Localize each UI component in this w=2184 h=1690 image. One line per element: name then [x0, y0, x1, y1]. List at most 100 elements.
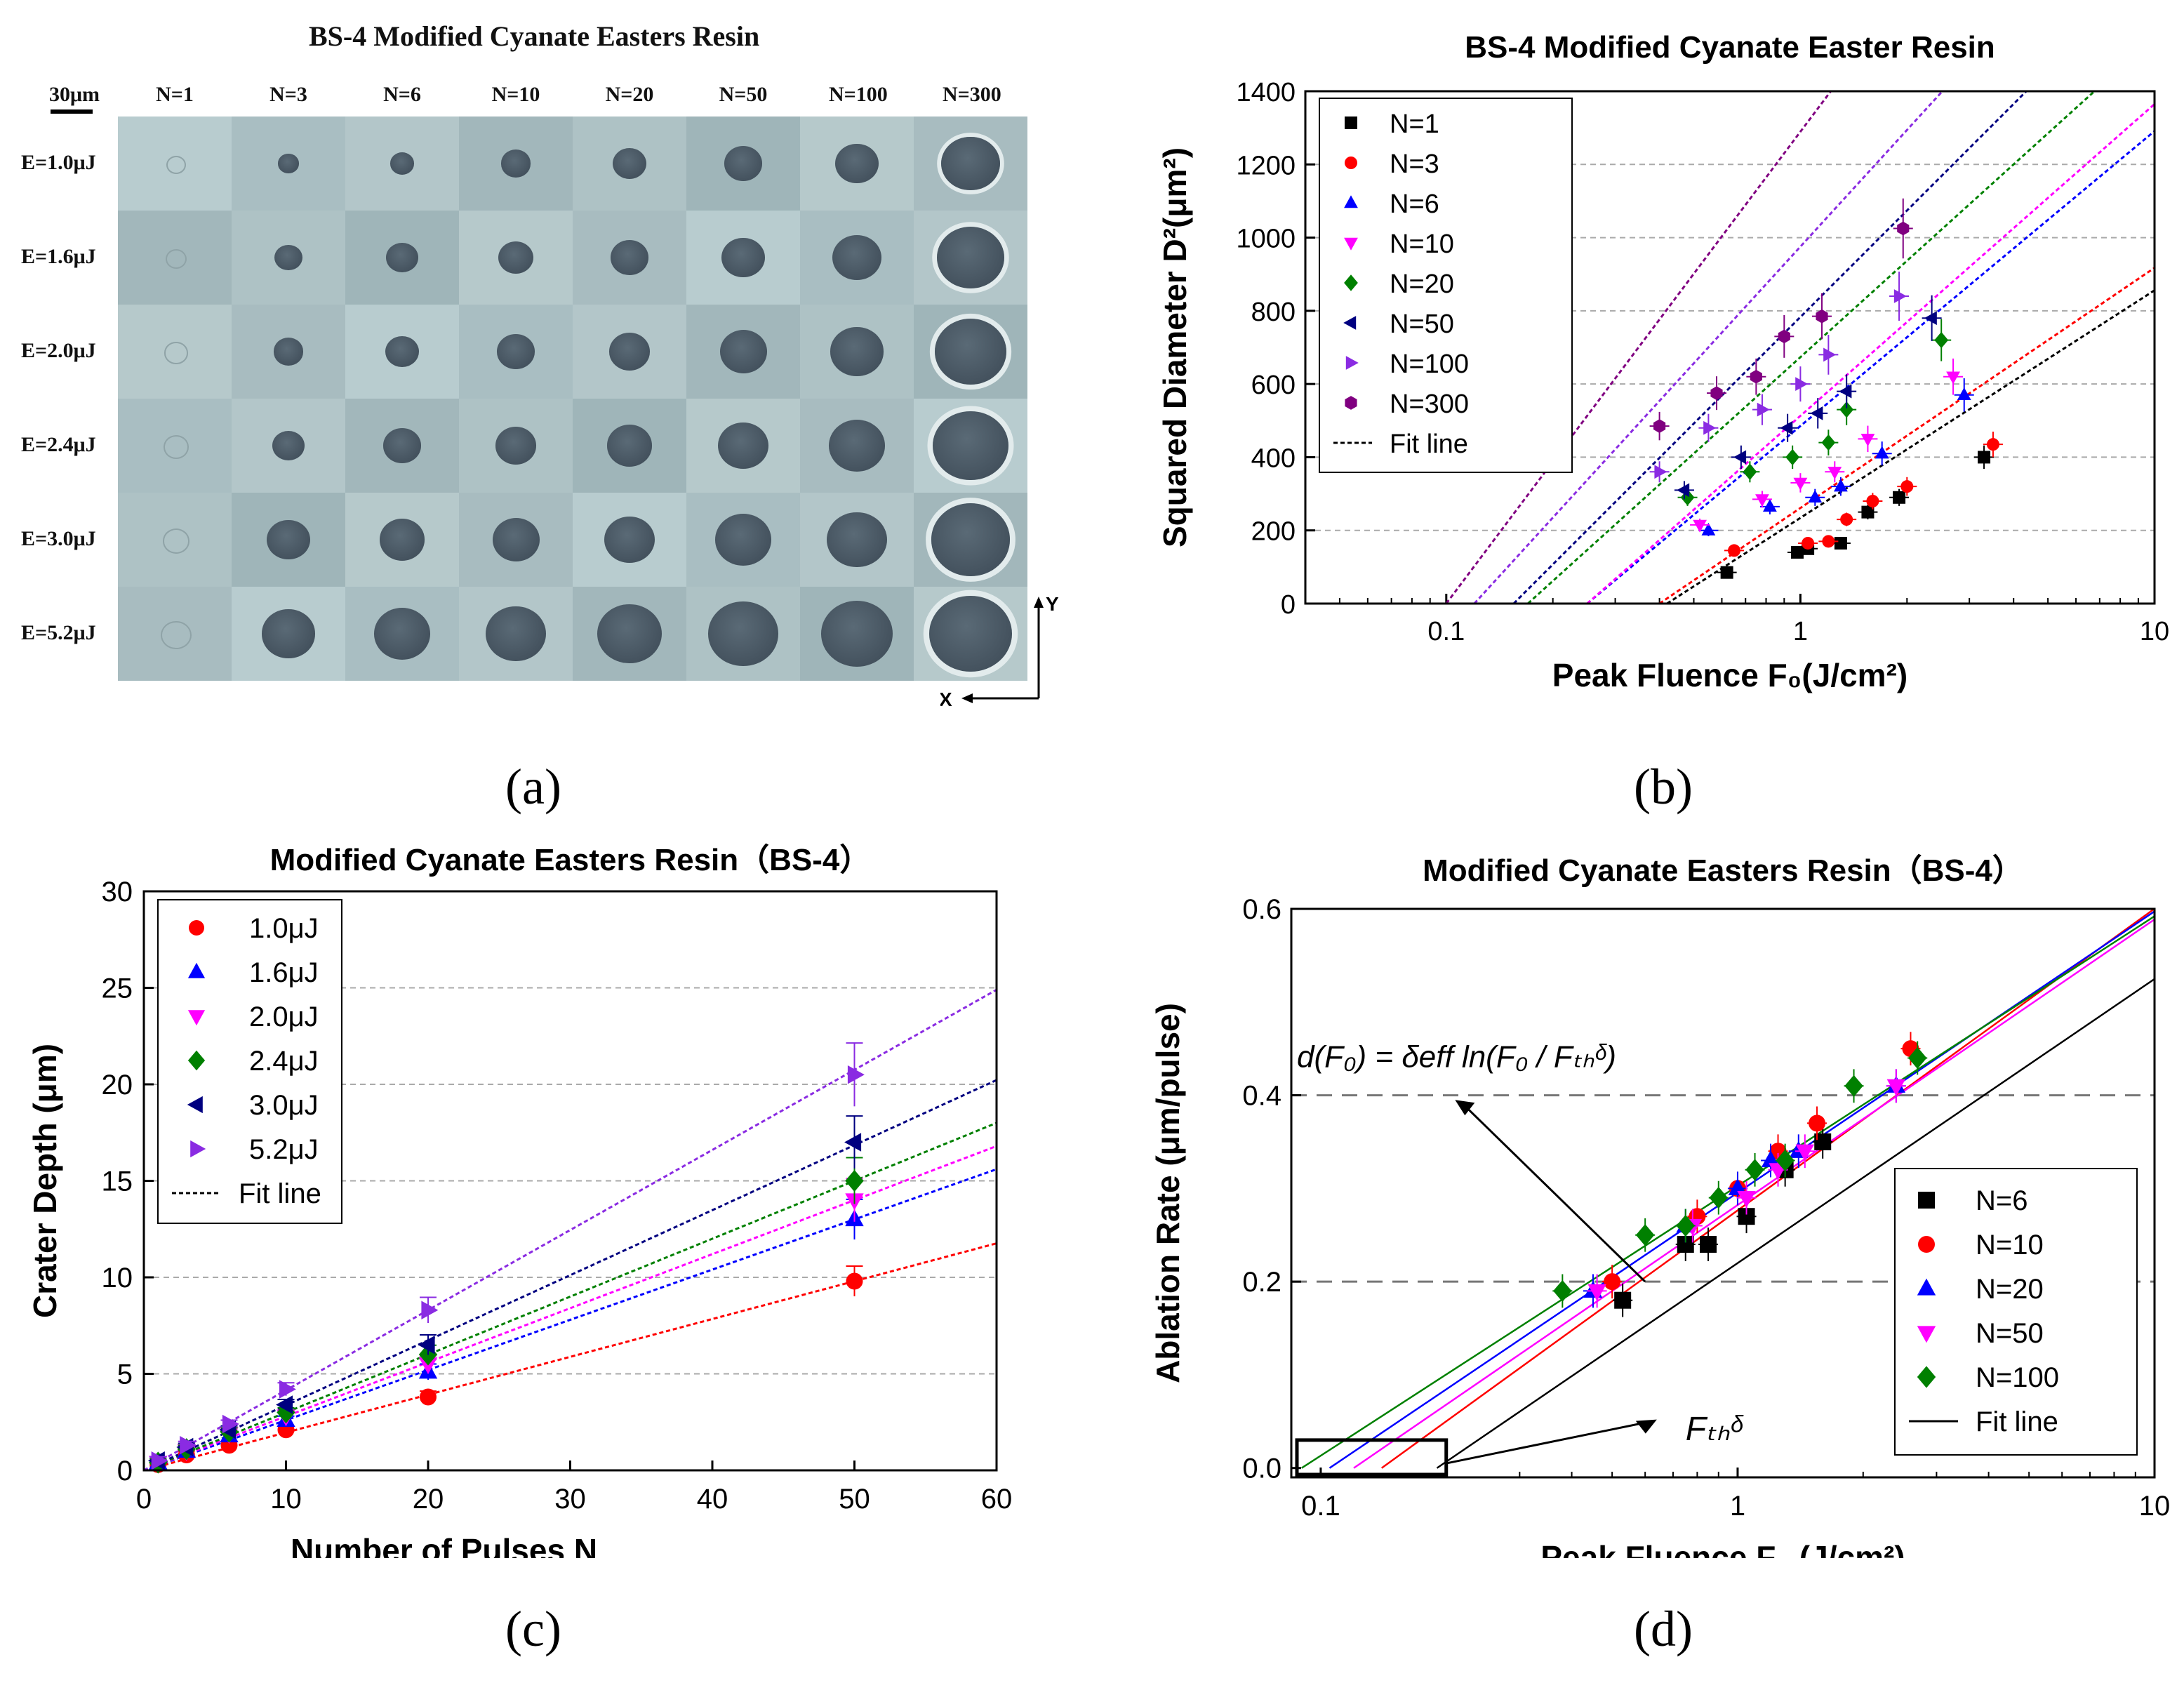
crater [935, 319, 1006, 385]
y-tick-label: 600 [1251, 371, 1296, 400]
crater [389, 152, 415, 175]
row-label: E=1.6μJ [21, 245, 96, 268]
data-point [1710, 386, 1723, 401]
data-point [1986, 438, 1999, 451]
data-point [1946, 371, 1960, 385]
micrograph-cell [686, 493, 800, 587]
y-tick-label: 20 [102, 1070, 133, 1100]
data-point [1720, 566, 1733, 579]
micrograph-cell [800, 211, 914, 305]
y-tick-label: 0.6 [1242, 894, 1281, 925]
data-point [1809, 1115, 1826, 1132]
data-point [1344, 274, 1358, 291]
crater [721, 237, 765, 278]
data-point [180, 1436, 197, 1455]
crater [497, 334, 535, 369]
data-point [1614, 1291, 1632, 1309]
y-tick-label: 30 [102, 877, 133, 907]
data-point [844, 1133, 862, 1152]
column-label: N=3 [269, 83, 307, 106]
chart-title: Modified Cyanate Easters Resin（BS-4） [270, 843, 871, 877]
chart-c: Modified Cyanate Easters Resin（BS-4） 0 5 10… [27, 843, 1012, 1569]
legend-box [157, 899, 342, 1224]
micrograph-cell [914, 305, 1027, 399]
legend-label: N=100 [1976, 1362, 2059, 1393]
micrograph-cell [118, 211, 232, 305]
chart-title: Modified Cyanate Easters Resin（BS-4） [1423, 853, 2023, 888]
x-tick-label: 10 [270, 1484, 302, 1515]
data-point [1778, 329, 1790, 344]
micrograph-cell [573, 399, 686, 493]
crater [933, 411, 1008, 481]
micrograph-cell [914, 587, 1027, 681]
micrograph-cell [573, 587, 686, 681]
data-point [1808, 489, 1823, 503]
x-axis-title: Peak Fluence F₀ (J/cm²) [1540, 1539, 1905, 1558]
data-point [1345, 157, 1357, 169]
x-tick-label: 0.1 [1301, 1491, 1340, 1522]
crater [160, 620, 192, 650]
crater [278, 154, 299, 173]
crater [495, 426, 537, 465]
legend-label: Fit line [1976, 1406, 2058, 1437]
micrograph-cell [573, 211, 686, 305]
data-point [847, 1065, 865, 1084]
crater [267, 519, 310, 560]
x-axis-title: Peak Fluence F₀(J/cm²) [1552, 657, 1907, 693]
data-point [1709, 1187, 1728, 1209]
x-tick-label: 30 [554, 1484, 586, 1515]
crater [832, 234, 881, 281]
data-point [187, 1010, 206, 1026]
crater [936, 226, 1005, 289]
crater [486, 606, 546, 662]
formula-annotation: d(F₀) = δeff ln(F₀ / Fₜₕᵟ) [1297, 1040, 1616, 1074]
legend-label: N=6 [1390, 189, 1439, 219]
legend-label: 5.2μJ [249, 1134, 319, 1165]
micrograph-cell [232, 211, 345, 305]
data-point [1733, 450, 1747, 465]
data-point [1793, 477, 1808, 491]
crater [262, 609, 315, 658]
crater [821, 601, 893, 667]
panel-c: Modified Cyanate Easters Resin（BS-4） 0 5 10… [0, 828, 1067, 1569]
data-point [1802, 536, 1815, 550]
legend-box [1319, 98, 1573, 473]
data-point [845, 1169, 864, 1192]
fit-line [1512, 90, 2027, 605]
data-point [1345, 356, 1359, 370]
fit-line [1586, 103, 2155, 605]
crater [827, 512, 887, 568]
crater [931, 503, 1011, 576]
micrograph-cell [345, 211, 459, 305]
data-point [1924, 311, 1937, 326]
chart-b: BS-4 Modified Cyanate Easter Resin 0 200 40… [1157, 30, 2169, 693]
legend-label: N=300 [1390, 390, 1469, 419]
data-point [1780, 420, 1793, 435]
caption-d: (d) [1634, 1601, 1693, 1657]
legend-label: N=1 [1390, 109, 1439, 139]
axis-x-label: X [940, 688, 952, 710]
crater [929, 595, 1012, 672]
crater [386, 243, 418, 272]
crater [708, 601, 778, 666]
data-point [1861, 505, 1875, 519]
crater [272, 431, 305, 460]
micrograph-cell [459, 117, 573, 211]
data-point [1737, 1191, 1756, 1209]
fit-line [1436, 978, 2155, 1469]
x-tick-label: 20 [413, 1484, 444, 1515]
y-tick-label: 1200 [1236, 151, 1296, 180]
y-tick-label: 0.4 [1242, 1081, 1281, 1112]
micrograph-cell [118, 399, 232, 493]
crater [830, 327, 884, 376]
data-point [1823, 347, 1837, 362]
micrograph-cell [232, 493, 345, 587]
scale-bar [51, 109, 93, 114]
data-point [1886, 1079, 1906, 1096]
data-point [846, 1272, 863, 1290]
micrograph-cell [459, 305, 573, 399]
fit-line [1473, 90, 1943, 605]
data-point [1917, 1278, 1936, 1296]
annotation-arrow [1463, 1103, 1646, 1283]
micrograph-cell [118, 587, 232, 681]
